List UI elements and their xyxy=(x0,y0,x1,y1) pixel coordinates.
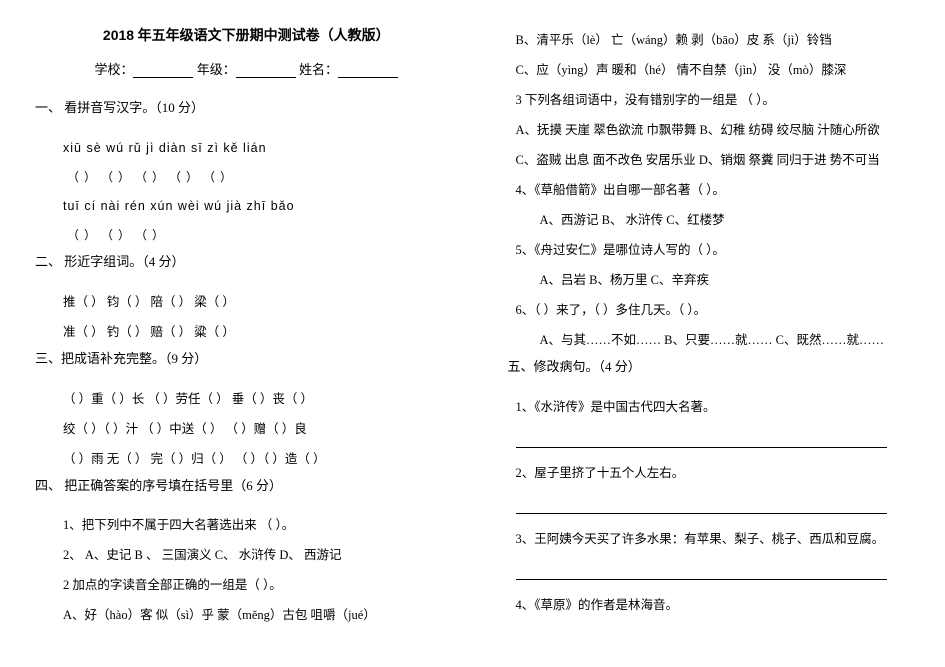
section-3-heading: 三、把成语补充完整。（9 分） xyxy=(35,347,458,372)
section-1-heading: 一、 看拼音写汉字。（10 分） xyxy=(35,96,458,121)
left-column: 2018 年五年级语文下册期中测试卷（人教版） 学校： 年级： 姓名： 一、 看… xyxy=(35,25,473,642)
q3-optAB: A、抚摸 天崖 翠色欲流 巾飘带舞 B、幻稚 纺碍 绞尽脑 汁随心所欲 xyxy=(488,115,911,145)
title-year: 2018 xyxy=(103,27,134,43)
s4-q3: 2 加点的字读音全部正确的一组是（ ）。 xyxy=(35,570,458,600)
q2-optB: B、清平乐（lè） 亡（wáng）赖 剥（bāo）皮 系（jì）铃铛 xyxy=(488,25,911,55)
s5-q1: 1、《水浒传》是中国古代四大名著。 xyxy=(488,392,911,422)
exam-title: 2018 年五年级语文下册期中测试卷（人教版） xyxy=(35,25,458,45)
label-name: 姓名： xyxy=(299,62,338,77)
label-grade: 年级： xyxy=(197,62,236,77)
q5-options: A、吕岩 B、杨万里 C、辛弃疾 xyxy=(488,265,911,295)
blank-name xyxy=(338,64,398,78)
s4-q1: 1、把下列中不属于四大名著选出来 （ ）。 xyxy=(35,510,458,540)
answer-line-2 xyxy=(516,498,888,514)
label-school: 学校： xyxy=(94,62,133,77)
q6-options: A、与其……不如…… B、只要……就…… C、既然……就…… xyxy=(488,325,911,355)
q4-options: A、西游记 B、 水浒传 C、红楼梦 xyxy=(488,205,911,235)
blank-school xyxy=(133,64,193,78)
s5-q2: 2、屋子里挤了十五个人左右。 xyxy=(488,458,911,488)
answer-line-1 xyxy=(516,432,888,448)
q2-optC: C、应（yìng）声 暖和（hé） 情不自禁（jìn） 没（mò）膝深 xyxy=(488,55,911,85)
s2-line-1: 推（ ） 钧（ ） 陪（ ） 梁（ ） xyxy=(35,287,458,317)
section-2-heading: 二、 形近字组词。（4 分） xyxy=(35,250,458,275)
blank-grade xyxy=(236,64,296,78)
q6-heading: 6、（ ）来了，（ ）多住几天。（ ）。 xyxy=(488,295,911,325)
s5-q3: 3、王阿姨今天买了许多水果：有苹果、梨子、桃子、西瓜和豆腐。 xyxy=(488,524,911,554)
bracket-row-2: （ ） （ ） （ ） xyxy=(35,221,458,250)
q4-heading: 4、《草船借箭》出自哪一部名著（ ）。 xyxy=(488,175,911,205)
s5-q4: 4、《草原》的作者是林海音。 xyxy=(488,590,911,620)
bracket-row-1: （ ） （ ） （ ） （ ） （ ） xyxy=(35,163,458,192)
title-text: 年五年级语文下册期中测试卷（人教版） xyxy=(134,29,390,44)
pinyin-row-2: tuī cí nài rén xún wèi wú jià zhī bǎo xyxy=(35,191,458,221)
s3-line-1: （ ）重（ ）长 （ ）劳任（ ） 垂（ ）丧（ ） xyxy=(35,384,458,414)
s2-line-2: 准（ ） 钓（ ） 赔（ ） 粱（ ） xyxy=(35,317,458,347)
s4-q3-optA: A、好（hào）客 似（sì）乎 蒙（měng）古包 咀嚼（jué） xyxy=(35,600,458,630)
pinyin-row-1: xiū sè wú rǔ jì diàn sī zì kě lián xyxy=(35,133,458,163)
q3-heading: 3 下列各组词语中，没有错别字的一组是 （ ）。 xyxy=(488,85,911,115)
q5-heading: 5、《舟过安仁》是哪位诗人写的（ ）。 xyxy=(488,235,911,265)
right-column: B、清平乐（lè） 亡（wáng）赖 剥（bāo）皮 系（jì）铃铛 C、应（y… xyxy=(473,25,911,642)
s3-line-3: （ ）雨 无（ ） 完（ ）归（ ） （ ）（ ）造（ ） xyxy=(35,444,458,474)
s3-line-2: 绞（ ）（ ）汁 （ ）中送（ ） （ ）赠（ ）良 xyxy=(35,414,458,444)
section-5-heading: 五、修改病句。（4 分） xyxy=(488,355,911,380)
section-4-heading: 四、 把正确答案的序号填在括号里（6 分） xyxy=(35,474,458,499)
answer-line-3 xyxy=(516,564,888,580)
s4-q2: 2、 A、史记 B 、 三国演义 C、 水浒传 D、 西游记 xyxy=(35,540,458,570)
q3-optCD: C、盗贼 出息 面不改色 安居乐业 D、销烟 祭糞 同归于进 势不可当 xyxy=(488,145,911,175)
student-info-line: 学校： 年级： 姓名： xyxy=(35,59,458,78)
